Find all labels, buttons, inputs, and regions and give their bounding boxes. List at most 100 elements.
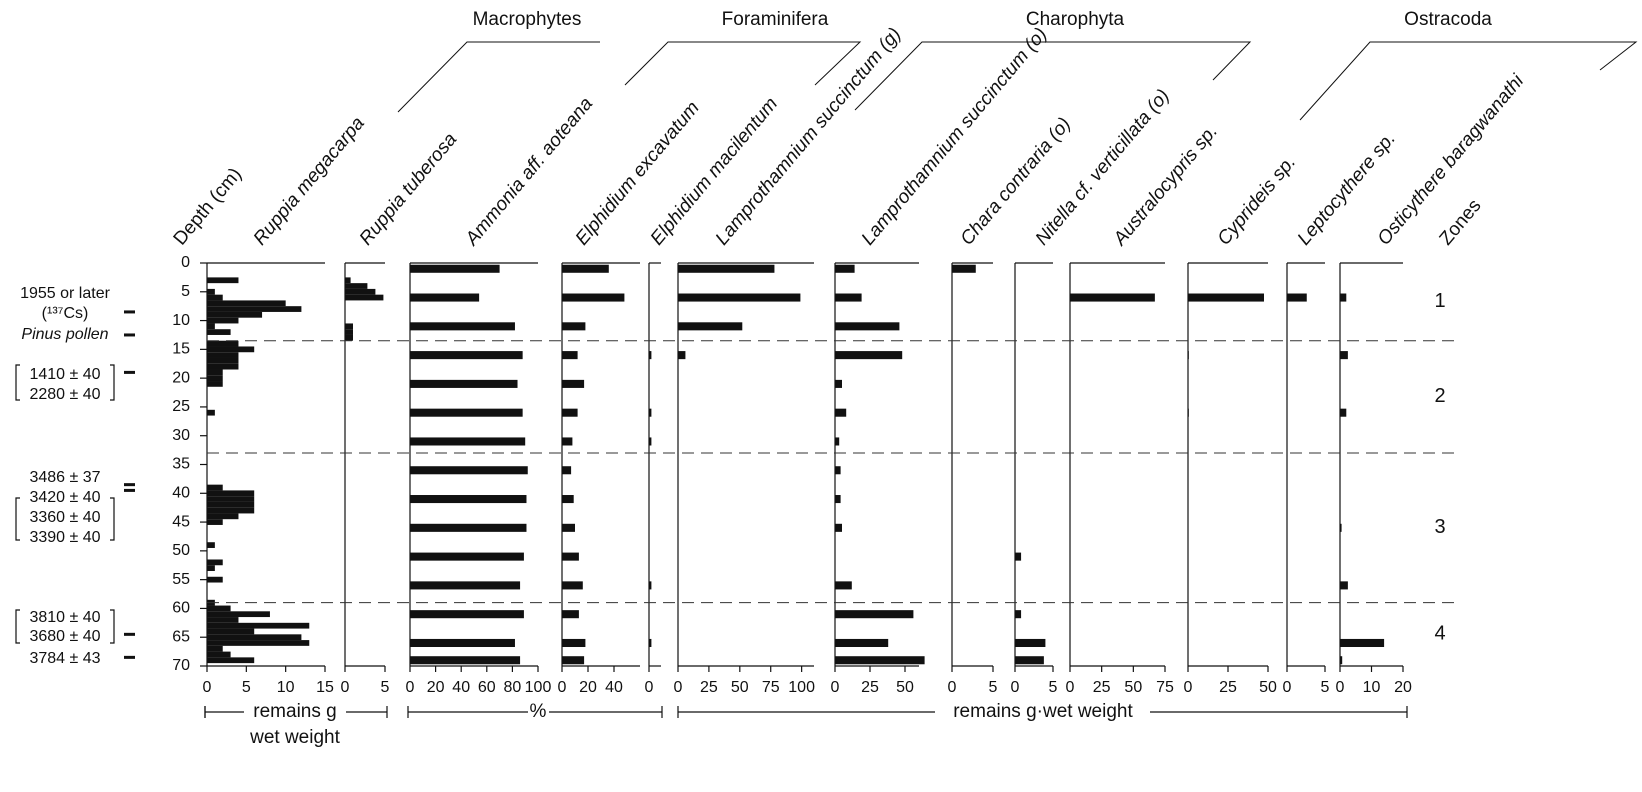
x-tick-label: 0 bbox=[674, 679, 683, 696]
brackets bbox=[15, 364, 1408, 718]
y-tick-label: 65 bbox=[172, 628, 190, 645]
x-tick-label: 25 bbox=[700, 679, 718, 696]
bar bbox=[1287, 293, 1307, 302]
zone-label: 1 bbox=[1434, 290, 1445, 312]
bar bbox=[649, 437, 652, 446]
bar bbox=[835, 351, 903, 360]
bar bbox=[952, 264, 976, 273]
date-label: 3784 ± 43 bbox=[29, 650, 100, 667]
bar bbox=[562, 656, 585, 665]
bar bbox=[835, 638, 889, 648]
bar bbox=[649, 638, 652, 648]
bar bbox=[345, 283, 368, 289]
x-tick-label: 60 bbox=[478, 679, 496, 696]
bar bbox=[410, 322, 515, 331]
bar bbox=[562, 379, 585, 388]
y-tick-label: 5 bbox=[181, 283, 190, 300]
x-tick-label: 50 bbox=[1259, 679, 1277, 696]
bar bbox=[562, 638, 586, 648]
zones-label: Zones bbox=[1436, 195, 1486, 249]
x-tick-label: 0 bbox=[1336, 679, 1345, 696]
group-label: Macrophytes bbox=[473, 9, 582, 30]
bar bbox=[207, 542, 215, 548]
bar bbox=[207, 323, 215, 330]
bar bbox=[345, 329, 353, 335]
bar bbox=[835, 379, 842, 388]
date-marker bbox=[124, 483, 135, 487]
bar bbox=[835, 610, 914, 619]
x-tick-label: 25 bbox=[861, 679, 879, 696]
y-tick-label: 10 bbox=[172, 312, 190, 329]
x-tick-label: 75 bbox=[1156, 679, 1174, 696]
bar bbox=[207, 513, 239, 520]
bar bbox=[835, 466, 841, 475]
bar bbox=[1340, 656, 1343, 665]
y-tick-label: 30 bbox=[172, 427, 190, 444]
panel-name: Elphidium macilentum bbox=[647, 94, 783, 250]
bar bbox=[562, 408, 578, 417]
bar bbox=[1340, 638, 1385, 648]
bar bbox=[207, 352, 239, 358]
bar bbox=[562, 351, 578, 360]
bar bbox=[1015, 656, 1044, 665]
bar bbox=[562, 466, 572, 475]
bar bbox=[345, 294, 384, 301]
y-tick-label: 45 bbox=[172, 513, 190, 530]
bar bbox=[1188, 293, 1264, 302]
bar bbox=[410, 437, 526, 446]
bar bbox=[562, 523, 575, 532]
bar bbox=[649, 351, 652, 360]
bar bbox=[207, 576, 223, 583]
bar bbox=[835, 656, 925, 665]
x-tick-label: 10 bbox=[1363, 679, 1381, 696]
bar bbox=[835, 495, 841, 504]
bar bbox=[562, 264, 609, 273]
date-marker bbox=[124, 488, 135, 492]
bar bbox=[207, 605, 231, 612]
bar bbox=[207, 277, 239, 284]
x-tick-label: 0 bbox=[341, 679, 350, 696]
bar bbox=[835, 581, 852, 590]
panel-name: Ruppia megacarpa bbox=[250, 113, 369, 249]
bar bbox=[678, 322, 743, 331]
bar bbox=[562, 581, 583, 590]
x-tick-label: 50 bbox=[1124, 679, 1142, 696]
bar bbox=[207, 657, 255, 664]
y-tick-label: 0 bbox=[181, 254, 190, 271]
bar bbox=[207, 565, 215, 572]
bar bbox=[207, 634, 302, 641]
bar bbox=[1340, 293, 1347, 302]
group-label: Charophyta bbox=[1026, 9, 1125, 30]
bracket bbox=[15, 497, 20, 541]
date-marker bbox=[124, 370, 135, 374]
bar bbox=[1015, 610, 1022, 619]
y-tick-label: 25 bbox=[172, 398, 190, 415]
date-label: 3680 ± 40 bbox=[29, 628, 100, 645]
x-tick-label: 0 bbox=[558, 679, 567, 696]
bar bbox=[207, 519, 223, 525]
x-tick-label: 75 bbox=[762, 679, 780, 696]
x-tick-label: 0 bbox=[1184, 679, 1193, 696]
y-tick-label: 70 bbox=[172, 657, 190, 674]
bar bbox=[207, 340, 239, 347]
x-tick-label: 5 bbox=[381, 679, 390, 696]
bar bbox=[207, 501, 255, 508]
x-tick-label: 25 bbox=[1093, 679, 1111, 696]
bar bbox=[1188, 408, 1189, 417]
bar bbox=[207, 346, 255, 353]
y-tick-label: 55 bbox=[172, 571, 190, 588]
bar bbox=[835, 437, 840, 446]
bar bbox=[207, 559, 223, 566]
bar bbox=[1070, 293, 1155, 302]
x-axis-label: wet weight bbox=[249, 727, 340, 748]
x-tick-label: 0 bbox=[1011, 679, 1020, 696]
bar bbox=[562, 552, 579, 561]
date-marker bbox=[124, 632, 135, 636]
bar bbox=[207, 409, 215, 416]
date-marker bbox=[124, 655, 135, 659]
bar bbox=[1015, 638, 1046, 648]
bar bbox=[410, 638, 515, 648]
panel-name: Ammonia aff. aoteana bbox=[461, 94, 597, 251]
bar bbox=[207, 381, 223, 387]
bracket bbox=[110, 364, 115, 401]
